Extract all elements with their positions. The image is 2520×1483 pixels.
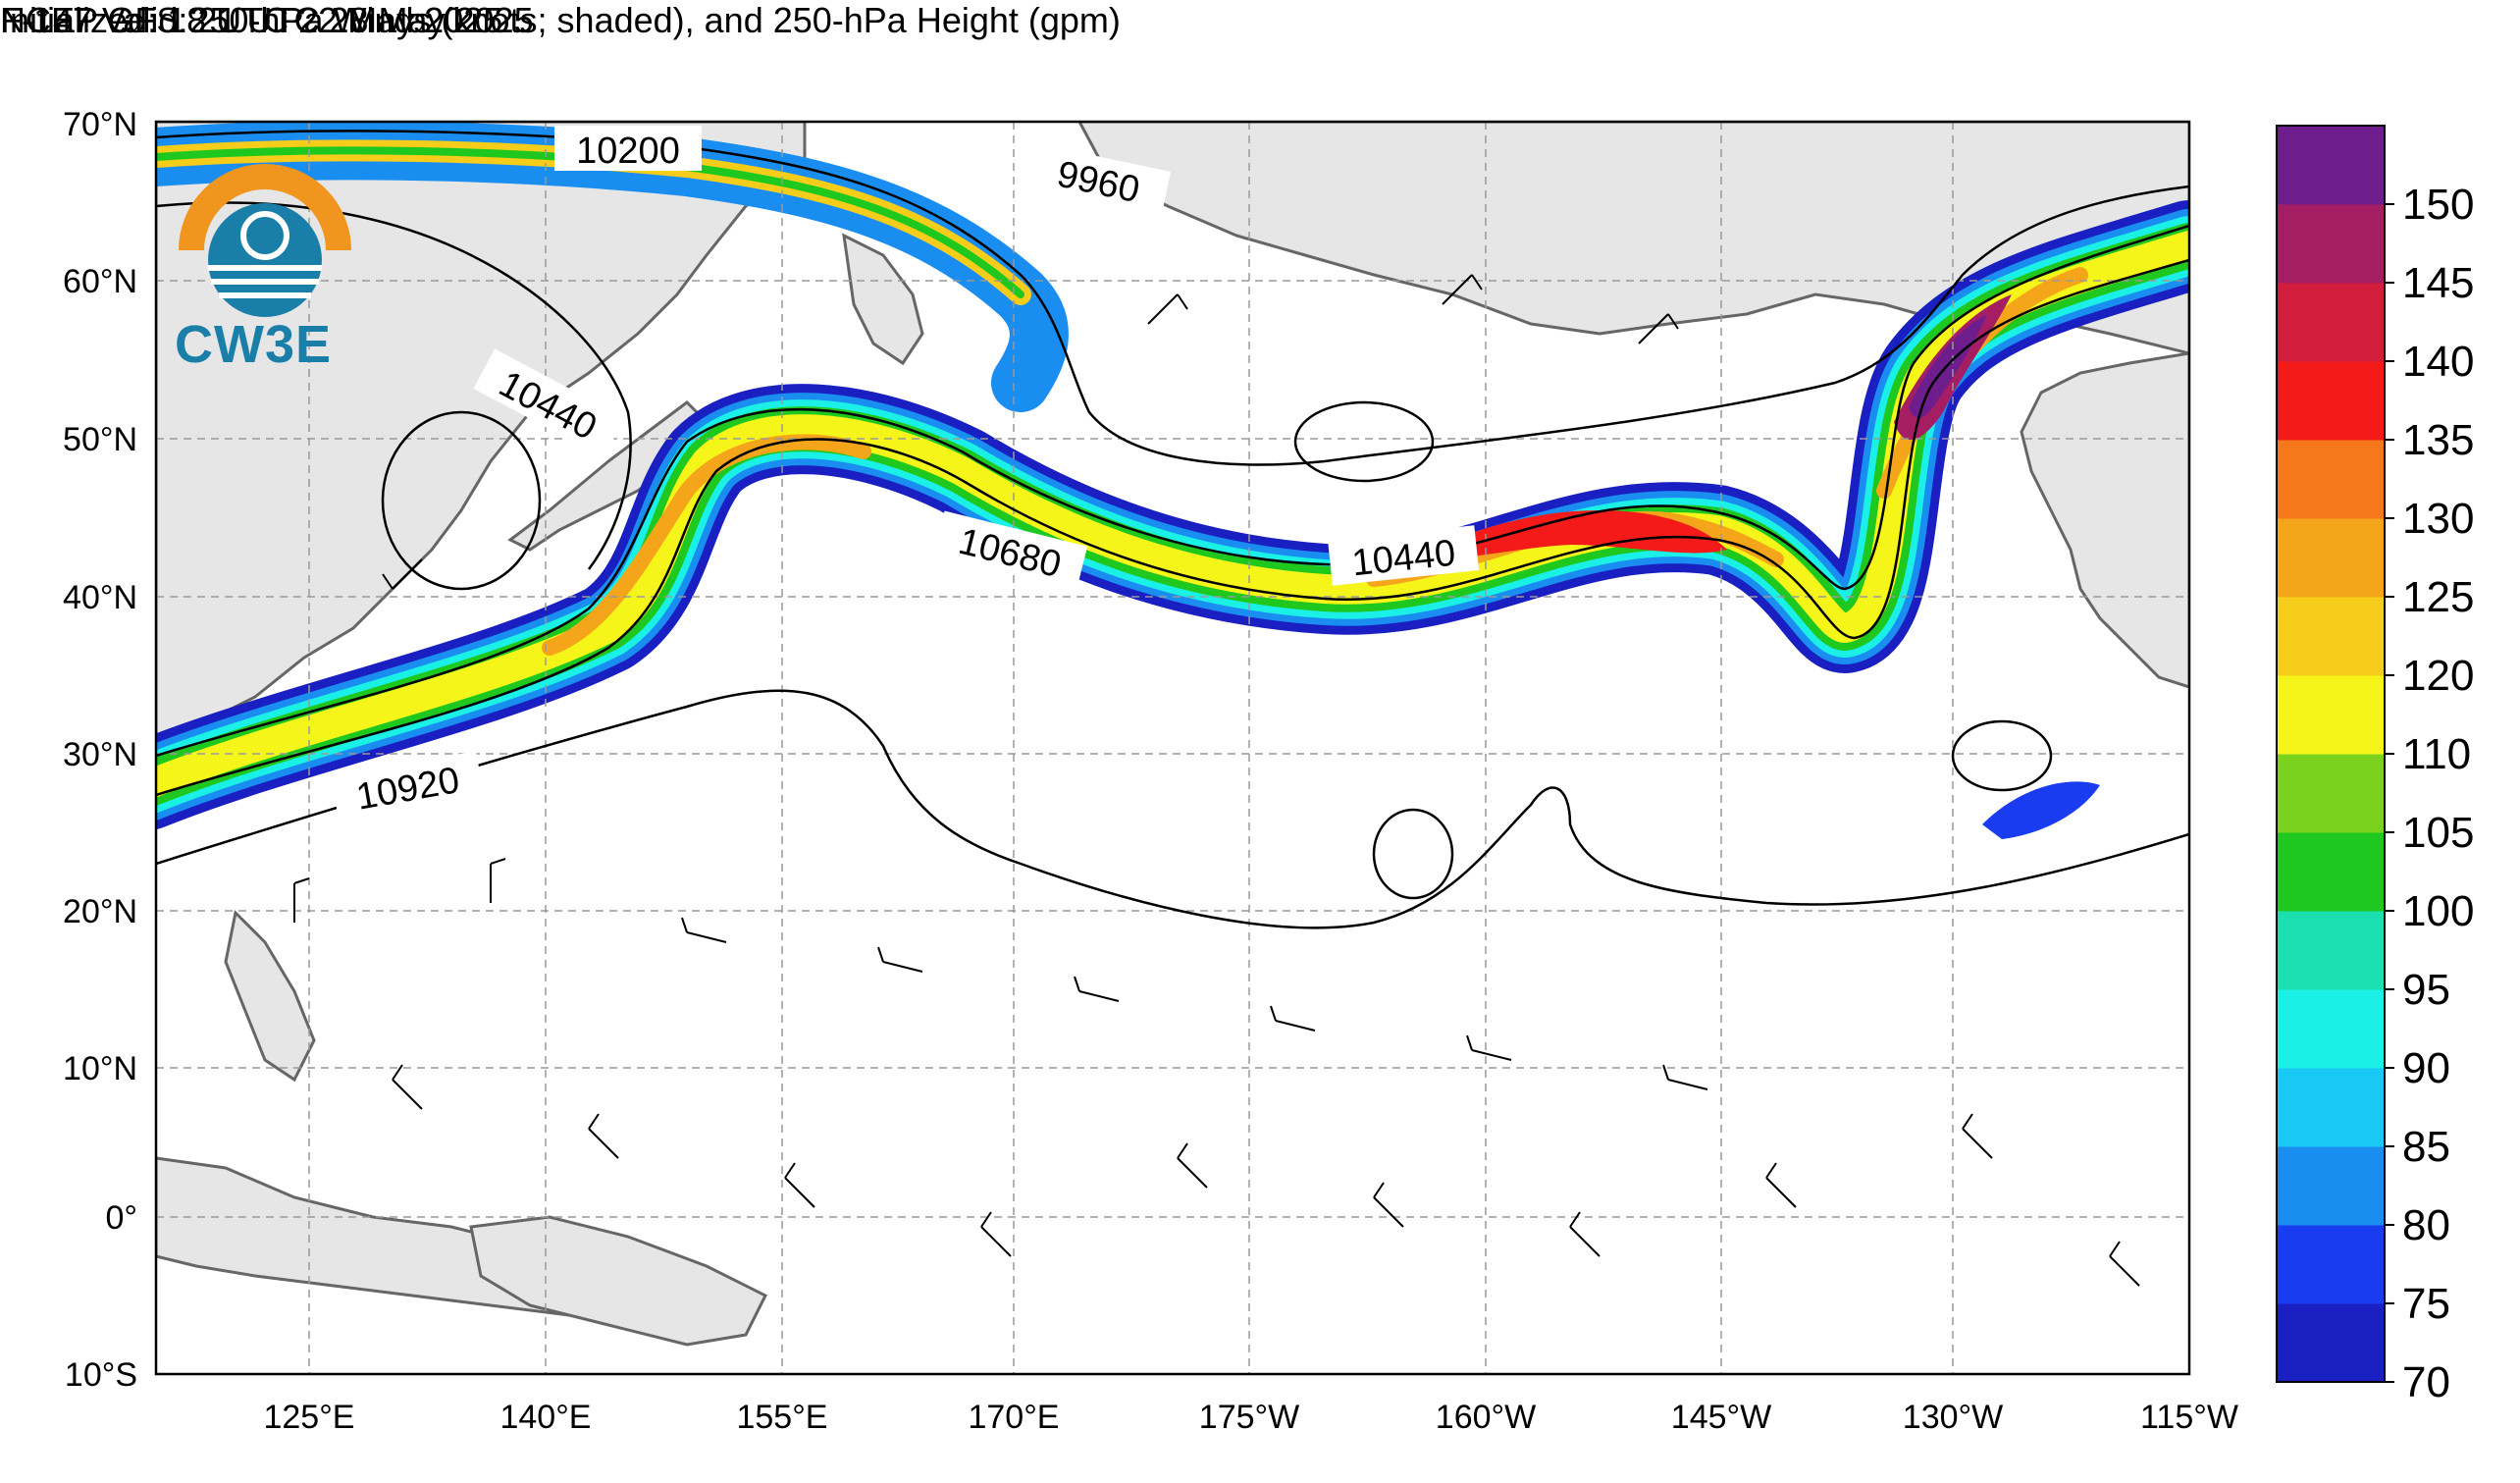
cw3e-logo [179,164,351,317]
colorbar-tick-label: 105 [2402,809,2474,857]
colorbar-swatch [2277,1068,2385,1147]
contour-line [156,224,2189,758]
lat-axis: 70°N 60°N 50°N 40°N 30°N 20°N 10°N 0° 10… [63,106,137,1394]
contour-label-box [473,348,625,458]
colorbar-swatch [2277,1225,2385,1304]
colorbar-tick-label: 100 [2402,887,2474,935]
colorbar-tick-label: 90 [2402,1044,2450,1092]
contour-label-box [554,126,702,171]
wind-barbs [293,274,2140,1287]
closed-contour-low [1293,400,1435,483]
jet-core-135 [1403,510,1727,560]
colorbar-swatch [2277,204,2385,284]
wind-shading-layer [156,122,2189,839]
valid-time: F-147 Valid: 21 UTC 28 May 2025 [0,0,534,40]
north-america-land [2020,351,2189,689]
gulf-jet-blob [1982,781,2100,839]
lon-tick-label: 155°E [736,1399,827,1436]
philippines-land [224,909,316,1083]
colorbar-swatch [2277,1146,2385,1226]
lat-tick-label: 30°N [63,736,137,773]
colorbar-swatch [2277,1303,2385,1383]
contour-line [156,201,632,570]
contour-line [156,689,2189,929]
init-time: Initialized: 18 UTC 22 May 2025 [0,0,503,40]
colorbar-tick-label: 75 [2402,1280,2450,1328]
colorbar-tick-label: 120 [2402,652,2474,700]
colorbar-tick-label: 80 [2402,1201,2450,1249]
colorbar-tick-label: 85 [2402,1123,2450,1171]
colorbar-tick-label: 110 [2402,730,2471,778]
closed-contour-high [1951,719,2053,792]
colorbar-swatch [2277,754,2385,833]
colorbar-swatch [2277,989,2385,1069]
lat-tick-label: 20°N [63,893,137,930]
alaska-land [1077,122,2189,355]
closed-contour-high [1372,808,1454,900]
contour-label-box [933,510,1088,591]
lon-tick-label: 125°E [263,1399,354,1436]
lon-tick-label: 140°E [499,1399,591,1436]
colorbar-swatch [2277,832,2385,912]
colorbar-tick-label: 135 [2402,416,2474,464]
colorbar-swatch [2277,126,2385,205]
chart-title: NCEP GFS 250-hPa Winds (knots; shaded), … [0,0,1121,40]
kamchatka-land [842,233,924,366]
lat-tick-label: 70°N [63,106,137,143]
graticule [156,122,2189,1374]
contour-label-box [1328,525,1480,586]
lon-tick-label: 145°W [1671,1399,1771,1436]
colorbar-swatch [2277,911,2385,990]
lat-tick-label: 50°N [63,421,137,458]
colorbar-tick-label: 150 [2402,181,2474,229]
colorbar-tick-label: 140 [2402,338,2474,386]
colorbar-swatch [2277,361,2385,441]
contour-label-box [331,751,485,821]
colorbar-tick-label: 125 [2402,573,2474,621]
contour-label: 10200 [576,131,680,172]
colorbar: 70 75 80 85 90 95 100 105 110 120 125 130 135 140 145 1… [2276,125,2474,1406]
colorbar-tick-label: 145 [2402,259,2474,307]
lon-tick-label: 175°W [1199,1399,1299,1436]
colorbar-tick-label: 70 [2402,1358,2450,1406]
new-guinea-land [469,1215,768,1347]
colorbar-tick-label: 95 [2402,966,2450,1014]
plot-frame [154,120,2191,1376]
lat-tick-label: 10°S [65,1356,137,1394]
colorbar-swatch [2277,283,2385,362]
lon-axis: 125°E 140°E 155°E 170°E 175°W 160°W 145°… [263,1399,2237,1436]
contour-line [156,258,2189,797]
lon-tick-label: 160°W [1436,1399,1536,1436]
lat-tick-label: 40°N [63,579,137,616]
lon-tick-label: 170°E [968,1399,1059,1436]
lat-tick-label: 0° [105,1199,137,1237]
colorbar-swatch [2277,440,2385,519]
logo-text: CW3E [175,315,333,374]
colorbar-swatch [2277,675,2385,755]
closed-contour-low [381,410,542,591]
lat-tick-label: 10°N [63,1050,137,1087]
colorbar-swatch [2277,518,2385,598]
colorbar-swatch [2277,597,2385,676]
contour-label-box [1026,142,1172,217]
colorbar-tick-label: 130 [2402,495,2474,543]
lon-tick-label: 130°W [1903,1399,2003,1436]
lat-tick-label: 60°N [63,263,137,300]
lon-tick-label: 115°W [2140,1399,2238,1436]
